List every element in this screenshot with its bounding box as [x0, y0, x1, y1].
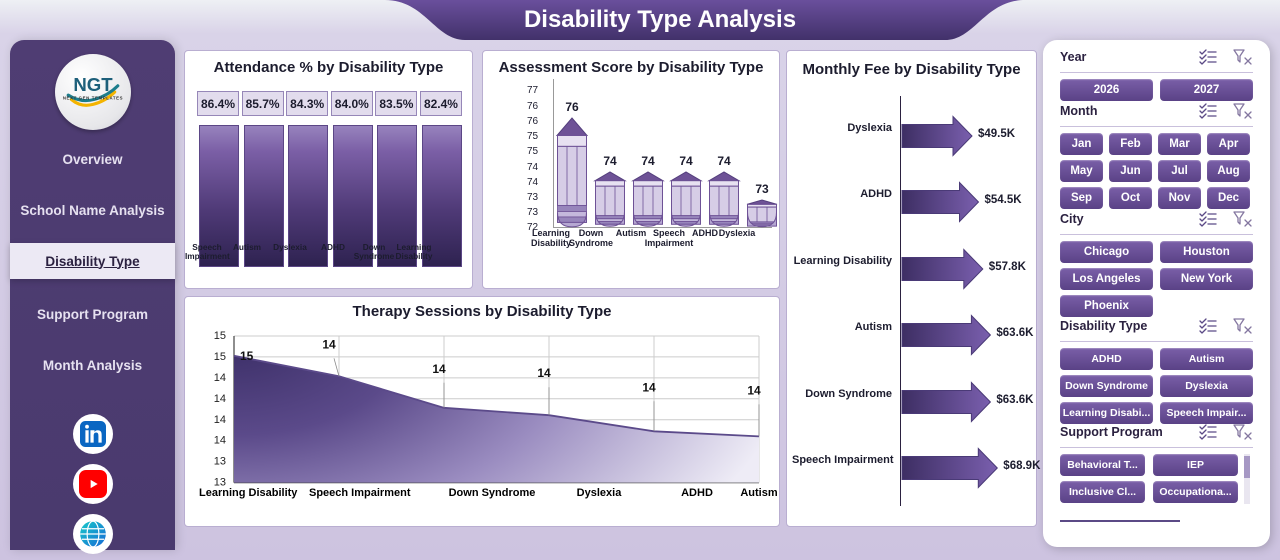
svg-text:13: 13: [214, 456, 226, 468]
svg-text:14: 14: [214, 372, 226, 384]
svg-text:14: 14: [537, 366, 551, 380]
svg-text:14: 14: [214, 435, 226, 447]
svg-text:15: 15: [240, 349, 254, 363]
svg-text:14: 14: [214, 414, 226, 426]
svg-text:NGT: NGT: [73, 74, 113, 95]
svg-text:14: 14: [322, 337, 336, 351]
svg-text:NEXT GEN TEMPLATES: NEXT GEN TEMPLATES: [62, 95, 122, 100]
svg-text:14: 14: [432, 362, 446, 376]
svg-text:15: 15: [214, 330, 226, 342]
svg-text:14: 14: [747, 383, 761, 397]
svg-text:15: 15: [214, 351, 226, 363]
svg-text:Disability Type Analysis: Disability Type Analysis: [524, 6, 796, 33]
svg-text:14: 14: [214, 393, 226, 405]
svg-text:14: 14: [642, 380, 656, 394]
